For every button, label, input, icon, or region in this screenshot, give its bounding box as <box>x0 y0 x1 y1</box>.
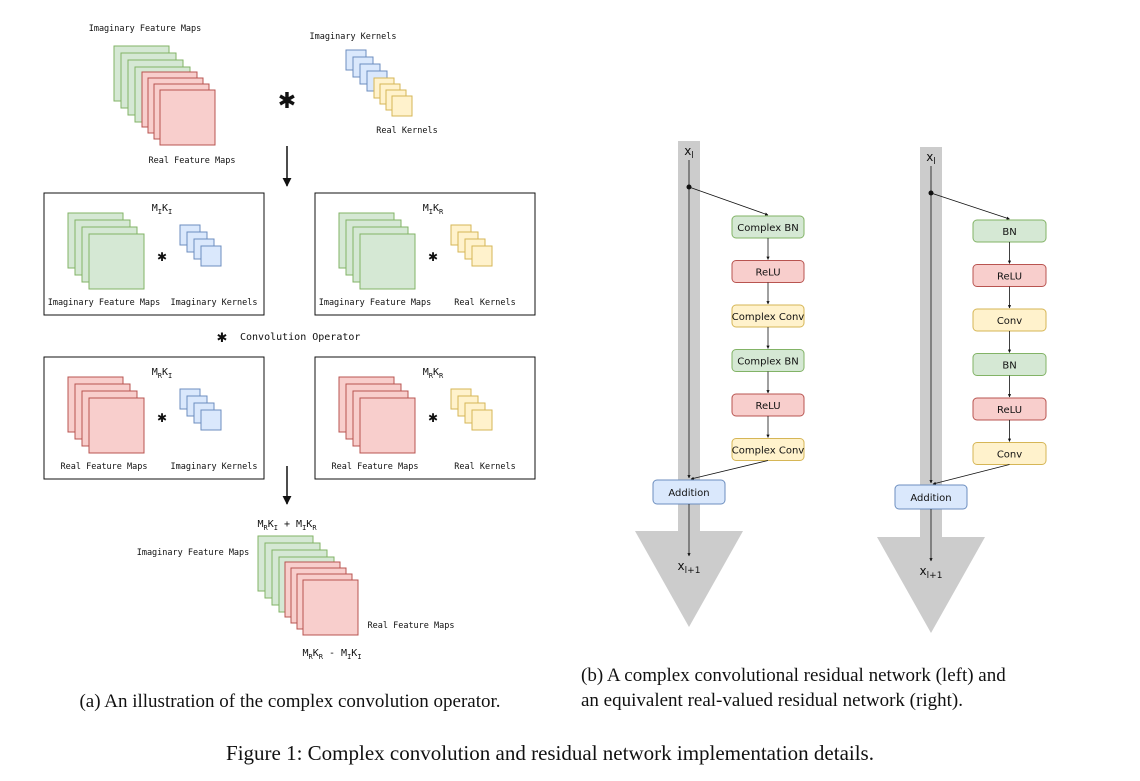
top-kernel-stack <box>345 49 413 117</box>
box-kernels-label: Real Kernels <box>454 462 515 472</box>
product-box-frame <box>314 192 536 316</box>
layer-label: Complex Conv <box>732 312 804 323</box>
caption-a: (a) An illustration of the complex convo… <box>79 691 500 712</box>
feature-map <box>88 397 145 454</box>
equation-imaginary-part: MRKI + MIKR <box>257 519 317 532</box>
layer-label: Complex BN <box>737 223 798 234</box>
complex-residual-network: xl Complex BN ReLU Complex Conv Complex BN Re… <box>635 141 805 627</box>
panel-b: xl Complex BN ReLU Complex Conv Complex BN Re… <box>581 141 1047 711</box>
box-feature-maps-label: Real Feature Maps <box>61 462 148 472</box>
bottom-feature-map-stack <box>257 535 359 636</box>
feature-map <box>88 233 145 290</box>
bottom-real-feature-maps-label: Real Feature Maps <box>368 621 455 631</box>
layer-label: BN <box>1002 227 1016 238</box>
kernel <box>200 245 222 267</box>
residual-merge-connection <box>932 464 1010 485</box>
product-box-frame <box>314 356 536 480</box>
box-kernels-label: Imaginary Kernels <box>171 298 258 308</box>
layer-label: ReLU <box>755 401 780 412</box>
feature-map <box>359 233 416 290</box>
legend-convolution-symbol: ✱ <box>217 331 228 346</box>
layer-label: Complex BN <box>737 357 798 368</box>
output-label: xl+1 <box>678 559 701 576</box>
layer-label: Conv <box>997 450 1022 461</box>
caption-b-line-1: (b) A complex convolutional residual net… <box>581 665 1006 686</box>
branch-connection <box>930 192 1010 220</box>
addition-label: Addition <box>668 488 709 499</box>
kernel <box>471 409 493 431</box>
box-kernels-label: Real Kernels <box>454 298 515 308</box>
product-title: MIKR <box>423 203 444 216</box>
layer-label: BN <box>1002 361 1016 372</box>
layer-label: Complex Conv <box>732 446 804 457</box>
product-box: MIKR ✱ Imaginary Feature Maps Real Kernels <box>314 192 536 316</box>
top-feature-map-stack <box>113 45 216 146</box>
addition-label: Addition <box>910 493 951 504</box>
caption-b-line-2: an equivalent real-valued residual netwo… <box>581 690 963 711</box>
input-label: xl <box>684 144 694 161</box>
top-real-kernels-label: Real Kernels <box>376 126 437 136</box>
top-imaginary-feature-maps-label: Imaginary Feature Maps <box>89 24 202 34</box>
product-box-frame <box>43 356 265 480</box>
feature-map <box>359 397 416 454</box>
convolution-symbol: ✱ <box>428 250 438 264</box>
product-box: MRKR ✱ Real Feature Maps Real Kernels <box>314 356 536 480</box>
real-kernel <box>391 95 413 117</box>
box-feature-maps-label: Imaginary Feature Maps <box>48 298 161 308</box>
top-real-feature-maps-label: Real Feature Maps <box>149 156 236 166</box>
bottom-imaginary-feature-maps-label: Imaginary Feature Maps <box>137 548 250 558</box>
branch-connection <box>688 186 769 216</box>
equation-real-part: MRKR - MIKI <box>302 648 361 661</box>
box-feature-maps-label: Real Feature Maps <box>332 462 419 472</box>
top-imaginary-kernels-label: Imaginary Kernels <box>310 32 397 42</box>
residual-merge-connection <box>690 460 769 480</box>
input-label: xl <box>926 150 936 167</box>
legend-convolution-label: Convolution Operator <box>240 332 360 343</box>
box-feature-maps-label: Imaginary Feature Maps <box>319 298 432 308</box>
product-box: MIKI ✱ Imaginary Feature Maps Imaginary Ker… <box>43 192 265 316</box>
real-feature-map <box>159 89 216 146</box>
panel-a: Imaginary Feature Maps Real Feature Maps… <box>43 24 536 712</box>
figure-caption: Figure 1: Complex convolution and residu… <box>226 741 874 765</box>
top-convolution-symbol: ✱ <box>278 89 296 114</box>
convolution-symbol: ✱ <box>428 411 438 425</box>
real-residual-network: xl BN ReLU Conv BN ReLU Conv Addition xl+1 <box>877 147 1047 633</box>
product-boxes: MIKI ✱ Imaginary Feature Maps Imaginary Ker… <box>43 192 536 480</box>
real-feature-map <box>302 579 359 636</box>
convolution-symbol: ✱ <box>157 250 167 264</box>
product-title: MIKI <box>152 203 173 216</box>
layer-label: Conv <box>997 316 1022 327</box>
layer-label: ReLU <box>997 405 1022 416</box>
product-box: MRKI ✱ Real Feature Maps Imaginary Kernels <box>43 356 265 480</box>
layer-label: ReLU <box>755 268 780 279</box>
product-title: MRKI <box>152 367 173 380</box>
layer-label: ReLU <box>997 272 1022 283</box>
kernel <box>471 245 493 267</box>
product-title: MRKR <box>423 367 444 380</box>
product-box-frame <box>43 192 265 316</box>
convolution-symbol: ✱ <box>157 411 167 425</box>
box-kernels-label: Imaginary Kernels <box>171 462 258 472</box>
output-label: xl+1 <box>920 564 943 581</box>
kernel <box>200 409 222 431</box>
